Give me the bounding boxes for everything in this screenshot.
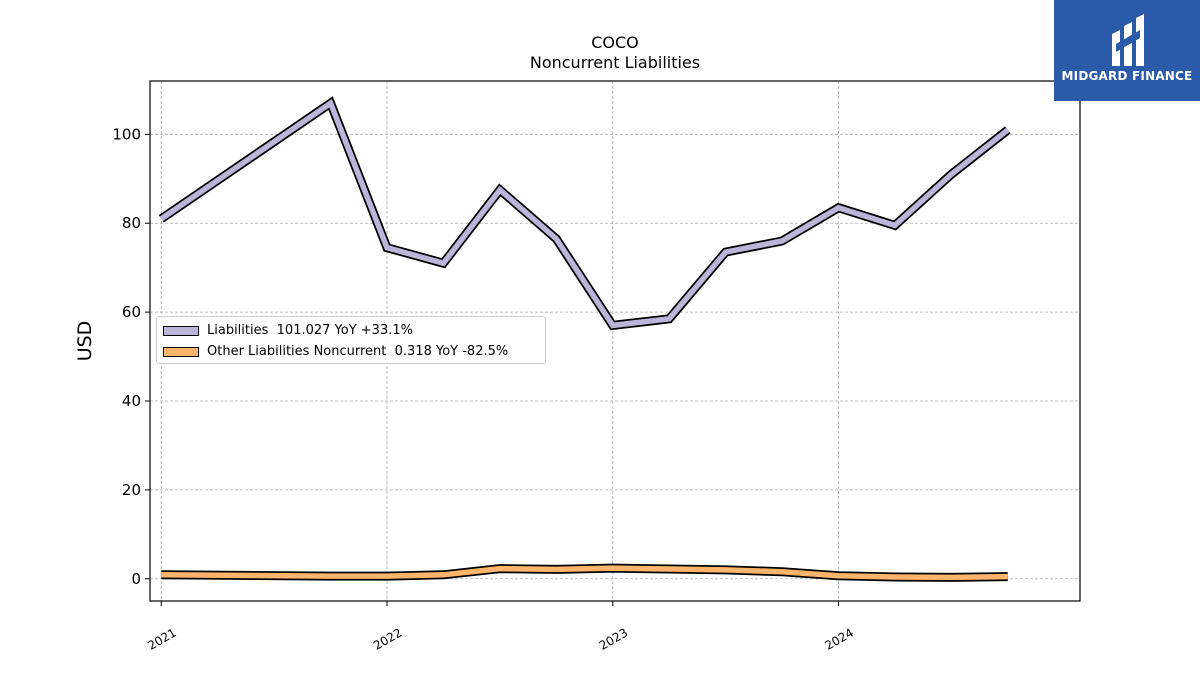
x-tick-label: 2022 — [371, 625, 404, 652]
y-axis-label: USD — [74, 321, 96, 362]
legend: Liabilities 101.027 YoY +33.1% Other Lia… — [156, 316, 546, 364]
series-group — [158, 96, 1011, 582]
legend-swatch-other-liabilities — [163, 346, 199, 357]
logo-text: MIDGARD FINANCE — [1061, 69, 1193, 83]
series-outline-liabilities — [158, 96, 1011, 331]
y-tick-label: 100 — [112, 125, 141, 143]
legend-label-liabilities: Liabilities 101.027 YoY +33.1% — [207, 323, 413, 338]
grid-lines — [150, 81, 1080, 601]
series-line-liabilities — [159, 98, 1010, 329]
plot-frame — [149, 80, 1081, 602]
brand-logo: MIDGARD FINANCE — [1054, 0, 1200, 101]
x-tick-label: 2021 — [145, 625, 178, 652]
legend-item-other-liabilities: Other Liabilities Noncurrent 0.318 YoY -… — [163, 341, 539, 362]
chart-title: COCO — [591, 33, 639, 52]
legend-item-liabilities: Liabilities 101.027 YoY +33.1% — [163, 320, 539, 341]
logo-mark-icon — [1112, 14, 1144, 66]
legend-label-other-liabilities: Other Liabilities Noncurrent 0.318 YoY -… — [207, 344, 509, 359]
y-tick-label: 60 — [122, 303, 141, 321]
series-line-other-liabilities-noncurrent — [161, 565, 1008, 581]
y-tick-label: 20 — [122, 481, 141, 499]
y-tick-label: 0 — [131, 570, 141, 588]
x-tick-label: 2023 — [597, 625, 630, 652]
chart-subtitle: Noncurrent Liabilities — [530, 53, 700, 72]
legend-swatch-liabilities — [163, 325, 199, 336]
x-tick-label: 2024 — [823, 625, 856, 652]
y-tick-label: 80 — [122, 214, 141, 232]
y-tick-label: 40 — [122, 392, 141, 410]
